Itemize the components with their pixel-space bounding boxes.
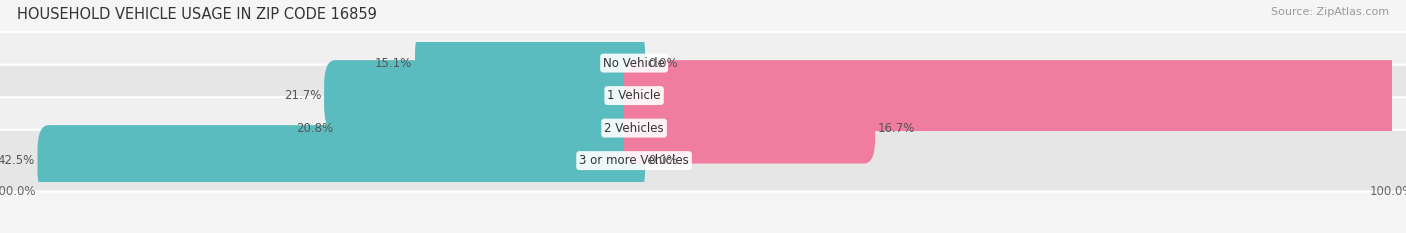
FancyBboxPatch shape <box>415 28 645 99</box>
FancyBboxPatch shape <box>0 130 1406 192</box>
FancyBboxPatch shape <box>623 93 876 164</box>
Text: 16.7%: 16.7% <box>877 122 915 135</box>
Text: 21.7%: 21.7% <box>284 89 322 102</box>
Text: 0.0%: 0.0% <box>648 57 678 70</box>
Text: 0.0%: 0.0% <box>648 154 678 167</box>
Text: 42.5%: 42.5% <box>0 154 35 167</box>
Text: No Vehicle: No Vehicle <box>603 57 665 70</box>
FancyBboxPatch shape <box>0 32 1406 94</box>
FancyBboxPatch shape <box>623 60 1406 131</box>
Text: 15.1%: 15.1% <box>375 57 412 70</box>
Text: HOUSEHOLD VEHICLE USAGE IN ZIP CODE 16859: HOUSEHOLD VEHICLE USAGE IN ZIP CODE 1685… <box>17 7 377 22</box>
Text: 2 Vehicles: 2 Vehicles <box>605 122 664 135</box>
FancyBboxPatch shape <box>0 65 1406 127</box>
Text: 1 Vehicle: 1 Vehicle <box>607 89 661 102</box>
Text: 20.8%: 20.8% <box>297 122 333 135</box>
FancyBboxPatch shape <box>38 125 645 196</box>
FancyBboxPatch shape <box>0 97 1406 159</box>
Text: 3 or more Vehicles: 3 or more Vehicles <box>579 154 689 167</box>
Text: Source: ZipAtlas.com: Source: ZipAtlas.com <box>1271 7 1389 17</box>
FancyBboxPatch shape <box>336 93 645 164</box>
FancyBboxPatch shape <box>325 60 645 131</box>
